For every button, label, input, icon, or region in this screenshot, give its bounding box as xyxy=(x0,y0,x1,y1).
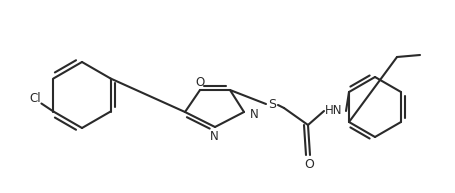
Text: N: N xyxy=(250,108,258,120)
Text: N: N xyxy=(210,130,218,142)
Text: HN: HN xyxy=(325,103,343,117)
Text: Cl: Cl xyxy=(30,92,41,105)
Text: O: O xyxy=(304,157,314,170)
Text: O: O xyxy=(195,76,205,90)
Text: S: S xyxy=(268,97,276,111)
